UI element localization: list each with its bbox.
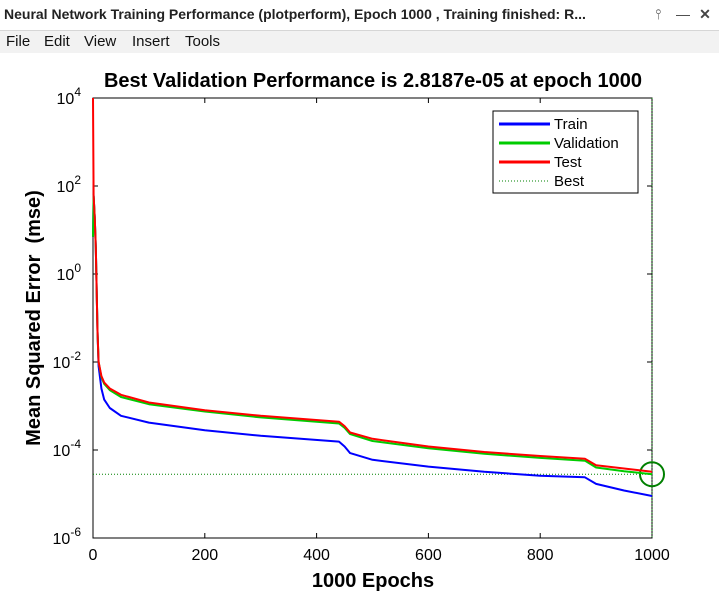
window-title: Neural Network Training Performance (plo… xyxy=(4,6,586,22)
x-tick-label: 1000 xyxy=(634,547,670,564)
chart-title: Best Validation Performance is 2.8187e-0… xyxy=(104,70,642,92)
y-tick-base: 10 xyxy=(57,267,75,284)
y-tick-exponent: 4 xyxy=(74,85,81,99)
x-tick-label: 600 xyxy=(415,547,442,564)
close-button[interactable]: ✕ xyxy=(699,6,711,22)
y-tick-label: 10-2 xyxy=(53,349,82,372)
y-tick-label: 10-6 xyxy=(53,525,82,548)
y-tick-exponent: -2 xyxy=(70,349,81,363)
y-tick-base: 10 xyxy=(53,443,71,460)
best-point-marker xyxy=(639,461,665,488)
x-tick-label: 800 xyxy=(527,547,554,564)
y-axis-label: Mean Squared Error (mse) xyxy=(23,190,45,446)
legend-label-test: Test xyxy=(554,154,582,171)
menu-view[interactable]: View xyxy=(84,33,117,50)
y-tick-label: 10-4 xyxy=(53,437,82,460)
y-tick-base: 10 xyxy=(53,355,71,372)
menu-insert[interactable]: Insert xyxy=(132,33,170,50)
series-lines xyxy=(92,97,653,497)
menu-edit[interactable]: Edit xyxy=(44,33,70,50)
x-axis-label: 1000 Epochs xyxy=(312,570,434,592)
y-tick-base: 10 xyxy=(53,531,71,548)
y-tick-exponent: 2 xyxy=(74,173,81,187)
y-tick-exponent: -4 xyxy=(70,437,81,451)
menu-tools[interactable]: Tools xyxy=(185,33,221,50)
legend: Train Validation Test Best xyxy=(492,110,639,194)
legend-label-best: Best xyxy=(554,173,585,190)
y-tick-exponent: -6 xyxy=(70,525,81,539)
y-tick-label: 104 xyxy=(57,85,82,108)
title-bar: Neural Network Training Performance (plo… xyxy=(0,0,719,31)
y-tick-base: 10 xyxy=(57,91,75,108)
y-tick-label: 100 xyxy=(57,261,82,284)
menu-bar: File Edit View Insert Tools xyxy=(0,31,719,53)
y-tick-label: 102 xyxy=(57,173,82,196)
legend-label-validation: Validation xyxy=(554,135,619,152)
x-tick-label: 0 xyxy=(89,547,98,564)
y-tick-exponent: 0 xyxy=(74,261,81,275)
x-tick-label: 200 xyxy=(191,547,218,564)
minimize-button[interactable]: — xyxy=(676,6,690,22)
y-tick-base: 10 xyxy=(57,179,75,196)
series-line-test xyxy=(92,97,653,473)
menu-file[interactable]: File xyxy=(6,33,31,50)
legend-label-train: Train xyxy=(554,116,588,133)
x-tick-label: 400 xyxy=(303,547,330,564)
best-marker-layer xyxy=(93,98,665,538)
pin-icon[interactable]: ⫯ xyxy=(654,6,662,22)
